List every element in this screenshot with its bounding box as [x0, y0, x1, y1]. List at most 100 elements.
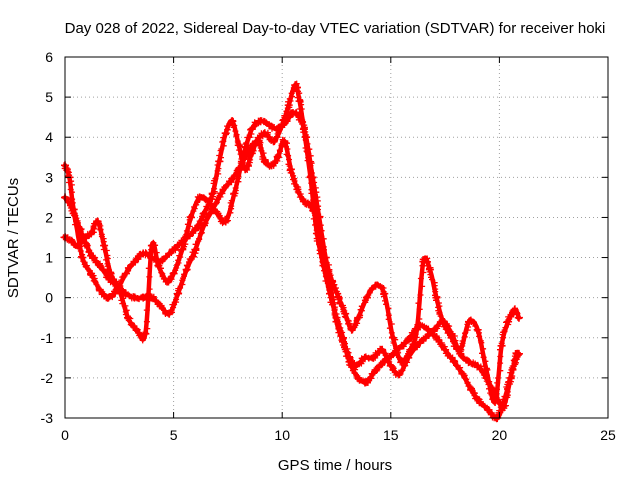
data-point [499, 401, 508, 410]
data-point [504, 317, 513, 326]
data-point [165, 309, 174, 318]
data-point [334, 293, 343, 302]
data-point [139, 293, 148, 302]
x-tick-label: 5 [170, 427, 178, 443]
data-point [265, 121, 274, 130]
data-point [286, 165, 295, 174]
y-axis-title: SDTVAR / TECUs [5, 178, 22, 298]
data-point [473, 361, 482, 370]
data-point [139, 249, 148, 258]
data-point [362, 377, 371, 386]
data-point [345, 353, 354, 362]
data-point [497, 341, 506, 350]
data-point [165, 249, 174, 258]
data-point [421, 333, 430, 342]
y-tick-label: 5 [45, 89, 53, 105]
data-point [273, 153, 282, 162]
chart-title: Day 028 of 2022, Sidereal Day-to-day VTE… [65, 20, 606, 37]
data-point [163, 277, 172, 286]
data-point [141, 329, 150, 338]
data-point [291, 81, 300, 90]
x-tick-label: 0 [61, 427, 69, 443]
data-point [269, 137, 278, 146]
data-point [208, 189, 217, 198]
plot-series [60, 80, 523, 423]
data-point [491, 389, 500, 398]
data-point [78, 253, 87, 262]
data-point [441, 345, 450, 354]
data-point [464, 317, 473, 326]
data-point [432, 333, 441, 342]
data-point [221, 129, 230, 138]
data-point [354, 313, 363, 322]
data-point [217, 189, 226, 198]
data-point [508, 365, 517, 374]
data-point [254, 137, 263, 146]
data-point [67, 237, 76, 246]
data-point [293, 185, 302, 194]
data-point [95, 285, 104, 294]
data-point [289, 109, 298, 118]
data-point [484, 405, 493, 414]
data-point [147, 253, 156, 262]
data-point [178, 245, 187, 254]
data-point [467, 385, 476, 394]
data-point [273, 125, 282, 134]
y-tick-label: 0 [45, 290, 53, 306]
data-point [449, 357, 458, 366]
data-point [388, 333, 397, 342]
y-tick-label: 2 [45, 209, 53, 225]
data-point [130, 257, 139, 266]
data-point [473, 325, 482, 334]
data-point [182, 265, 191, 274]
x-tick-label: 20 [492, 427, 508, 443]
data-point [404, 353, 413, 362]
data-point [121, 269, 130, 278]
y-tick-label: -1 [41, 330, 54, 346]
data-point [371, 365, 380, 374]
series-trace-c [61, 117, 523, 412]
data-point [104, 293, 113, 302]
data-point [458, 369, 467, 378]
data-point [130, 293, 139, 302]
data-point [339, 337, 348, 346]
data-point [241, 165, 250, 174]
y-tick-label: -2 [41, 370, 54, 386]
data-point [406, 333, 415, 342]
y-tick-label: -3 [41, 410, 54, 426]
data-point [82, 241, 91, 250]
y-tick-label: 6 [45, 49, 53, 65]
gridlines [65, 57, 608, 418]
data-point [100, 241, 109, 250]
data-point [295, 97, 304, 106]
data-point [95, 261, 104, 270]
data-point [395, 369, 404, 378]
data-point [230, 189, 239, 198]
data-point [247, 125, 256, 134]
data-point [195, 193, 204, 202]
data-point [510, 305, 519, 314]
data-point [306, 201, 315, 210]
data-point [360, 353, 369, 362]
data-point [200, 209, 209, 218]
data-point [213, 209, 222, 218]
plot-frame [64, 56, 609, 419]
data-point [113, 285, 122, 294]
data-point [247, 149, 256, 158]
data-point [156, 301, 165, 310]
x-axis-title: GPS time / hours [278, 457, 392, 474]
data-point [221, 217, 230, 226]
data-point [282, 117, 291, 126]
data-point [173, 289, 182, 298]
y-tick-label: 1 [45, 250, 53, 266]
data-point [89, 253, 98, 262]
data-point [386, 361, 395, 370]
data-point [284, 101, 293, 110]
data-point [123, 313, 132, 322]
data-point [456, 349, 465, 358]
data-point [93, 217, 102, 226]
data-point [312, 217, 321, 226]
data-point [425, 265, 434, 274]
data-point [332, 317, 341, 326]
